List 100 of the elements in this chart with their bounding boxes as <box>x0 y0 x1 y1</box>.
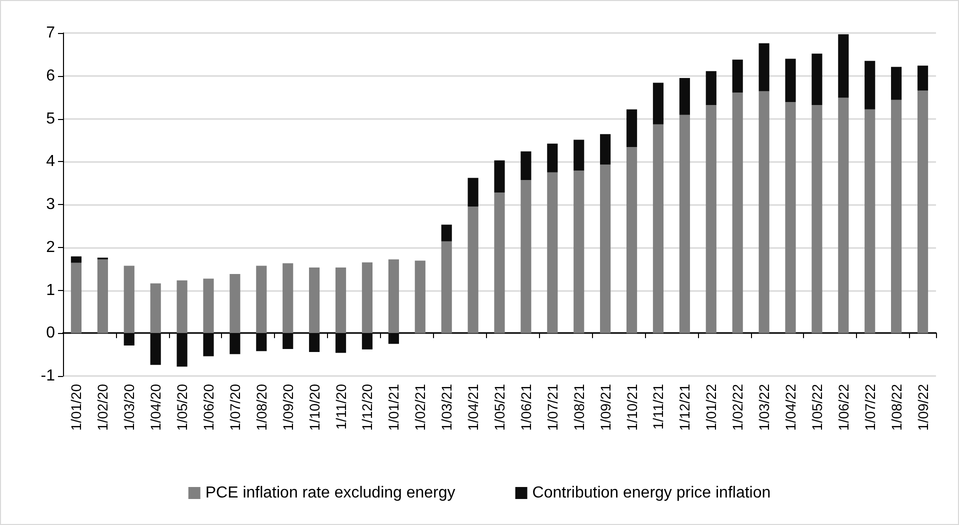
x-tick-label: 1/02/21 <box>412 384 428 431</box>
y-tick-label: 5 <box>46 110 56 128</box>
bar <box>520 180 532 334</box>
bar <box>706 105 716 334</box>
bar <box>547 172 558 334</box>
bar <box>732 60 743 93</box>
x-tick-label: 1/07/21 <box>544 384 560 431</box>
bar <box>758 91 770 334</box>
y-tick-label: 0 <box>46 324 56 342</box>
bar <box>176 280 188 334</box>
bar <box>230 333 240 354</box>
bar <box>547 144 558 172</box>
bar <box>309 268 320 334</box>
x-tick-label: 1/09/21 <box>597 384 614 431</box>
x-tick-label: 1/08/21 <box>570 384 587 431</box>
bar <box>388 333 399 344</box>
bar <box>494 160 505 192</box>
bar <box>494 192 505 334</box>
x-tick-label: 1/03/22 <box>756 384 772 431</box>
bar <box>441 224 452 242</box>
bar <box>574 170 584 334</box>
y-tick-label: 3 <box>46 196 56 213</box>
x-tick-label: 1/11/21 <box>650 384 666 430</box>
y-tick-label: 7 <box>46 24 56 42</box>
bar <box>812 105 822 334</box>
x-tick-label: 1/02/22 <box>730 384 746 431</box>
bar <box>785 102 796 334</box>
x-tick-label: 1/12/20 <box>359 384 376 431</box>
bar <box>124 266 134 334</box>
x-tick-label: 1/05/22 <box>808 384 825 431</box>
bar <box>70 262 82 334</box>
bar <box>362 262 373 334</box>
legend-label: PCE inflation rate excluding energy <box>205 484 456 502</box>
bar <box>838 34 849 98</box>
bar <box>574 140 584 171</box>
x-tick-label: 1/09/22 <box>914 384 931 431</box>
x-tick-label: 1/01/22 <box>703 384 720 431</box>
x-tick-label: 1/02/20 <box>94 384 111 431</box>
bar <box>124 333 134 346</box>
bar <box>917 90 928 334</box>
x-tick-label: 1/05/21 <box>492 384 508 431</box>
bar <box>917 66 928 90</box>
bar <box>282 333 294 349</box>
bar <box>203 278 214 334</box>
x-tick-label: 1/07/20 <box>226 384 243 431</box>
x-tick-label: 1/07/22 <box>862 384 878 431</box>
bar <box>838 98 849 334</box>
bar <box>626 147 638 334</box>
bar <box>414 260 426 334</box>
y-tick-label: 6 <box>46 67 56 84</box>
x-tick-label: 1/04/22 <box>782 384 798 431</box>
bar <box>256 266 267 334</box>
x-tick-label: 1/06/21 <box>518 384 534 431</box>
x-tick-label: 1/06/22 <box>835 384 852 431</box>
bar <box>812 54 822 106</box>
bar <box>203 333 214 356</box>
x-tick-label: 1/01/21 <box>386 384 402 431</box>
bar <box>230 274 240 334</box>
bar <box>282 263 294 334</box>
bar <box>891 100 902 334</box>
bar <box>891 66 902 100</box>
bar <box>652 82 664 124</box>
bar <box>150 283 161 334</box>
bar <box>652 124 664 334</box>
y-tick-label: 1 <box>46 282 56 299</box>
bar <box>864 60 876 110</box>
bar <box>626 109 638 148</box>
x-tick-label: 1/08/22 <box>888 384 904 431</box>
bar <box>468 178 478 207</box>
bar <box>679 78 690 115</box>
bar <box>150 333 161 365</box>
x-tick-label: 1/08/20 <box>253 384 270 431</box>
bar <box>309 333 320 352</box>
bar <box>362 333 373 350</box>
x-tick-label: 1/04/20 <box>148 384 164 431</box>
y-tick-label: 2 <box>46 238 56 256</box>
bar <box>785 58 796 102</box>
bar <box>864 109 876 334</box>
bar <box>176 333 188 367</box>
y-tick-label: -1 <box>40 368 56 384</box>
x-tick-label: 1/10/20 <box>306 384 322 431</box>
x-tick-label: 1/04/21 <box>465 384 482 431</box>
bar <box>468 206 478 334</box>
x-tick-label: 1/06/20 <box>200 384 216 431</box>
x-tick-label: 1/12/21 <box>676 384 693 431</box>
x-tick-label: 1/03/21 <box>438 384 455 431</box>
bar <box>256 333 267 352</box>
bar <box>97 259 108 334</box>
bar <box>388 259 399 334</box>
y-tick-label: 4 <box>46 153 56 170</box>
bar <box>706 71 716 106</box>
legend-label: Contribution energy price inflation <box>532 484 771 502</box>
bar <box>600 164 611 334</box>
x-tick-label: 1/11/20 <box>332 384 349 430</box>
bar <box>441 241 452 334</box>
bar <box>758 43 770 92</box>
bar <box>600 134 611 165</box>
x-tick-label: 1/01/20 <box>68 384 84 431</box>
bar <box>70 256 82 263</box>
bar <box>679 114 690 334</box>
